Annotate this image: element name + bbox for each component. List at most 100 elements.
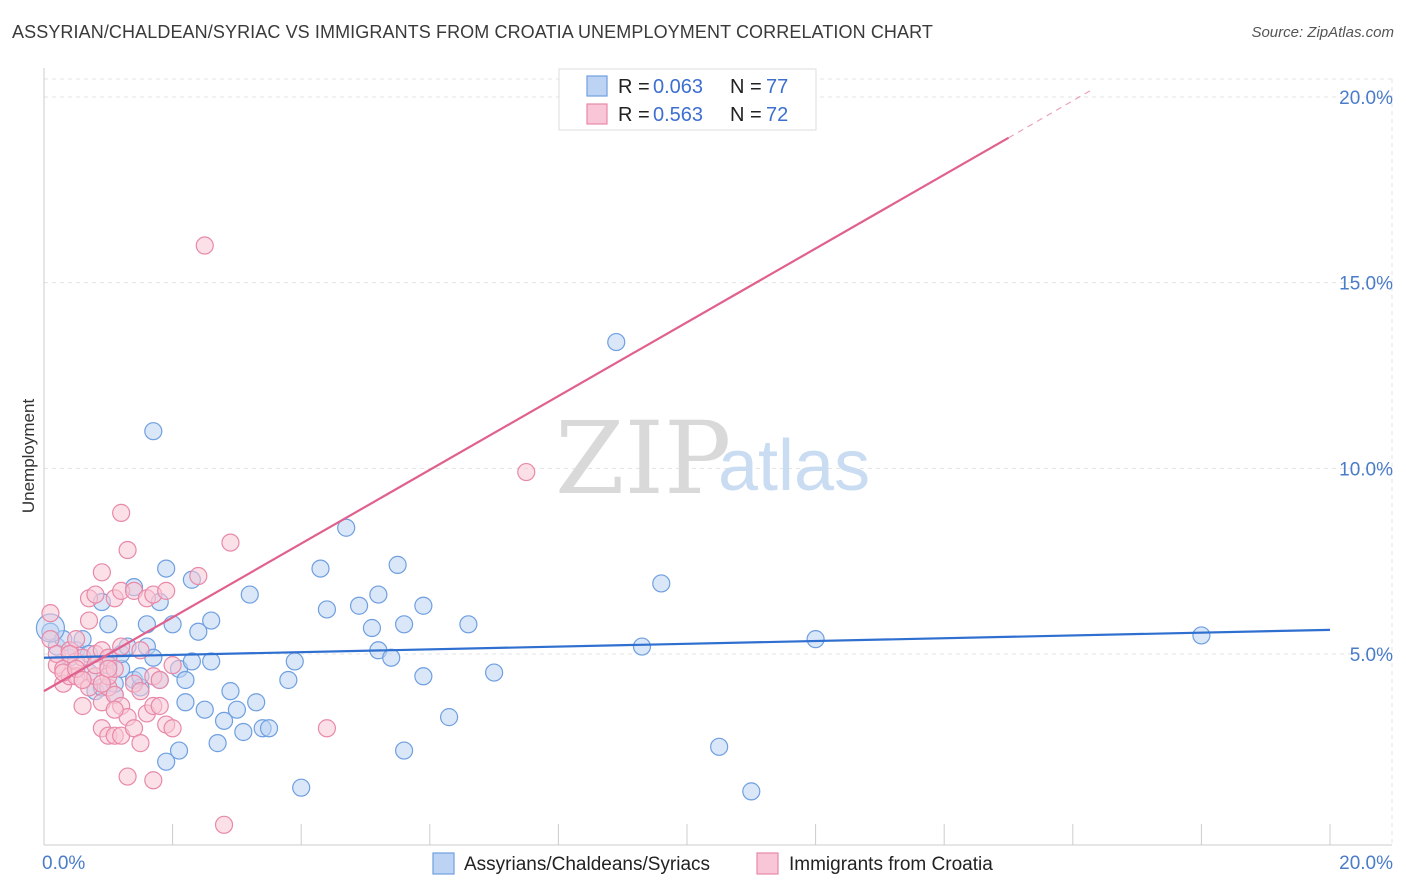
- point-assyrians: [285, 652, 304, 671]
- trend-line-croatia-extension: [1008, 89, 1093, 139]
- point-assyrians: [632, 637, 652, 656]
- point-croatia: [157, 581, 176, 600]
- tick-labels: 5.0% 10.0% 15.0% 20.0% 0.0% 20.0%: [42, 88, 1393, 874]
- point-assyrians: [337, 518, 356, 537]
- point-assyrians: [189, 622, 208, 641]
- point-assyrians: [710, 737, 729, 756]
- point-assyrians: [259, 719, 279, 738]
- point-assyrians: [182, 652, 201, 671]
- trend-lines: [43, 89, 1331, 693]
- point-croatia: [105, 700, 124, 719]
- point-croatia: [99, 659, 118, 678]
- point-croatia: [86, 585, 105, 604]
- bottom-legend-swatch-pink: [756, 852, 779, 875]
- point-assyrians: [394, 615, 414, 634]
- point-assyrians: [99, 615, 118, 634]
- x-tick-label-max: 20.0%: [1339, 853, 1393, 874]
- point-croatia: [73, 670, 92, 690]
- bottom-legend-assyrians: Assyrians/Chaldeans/Syriacs: [464, 854, 710, 875]
- point-croatia: [131, 682, 150, 701]
- point-croatia: [118, 767, 137, 786]
- legend-swatch-pink: [586, 103, 608, 125]
- point-assyrians: [221, 682, 240, 701]
- point-assyrians: [279, 670, 298, 690]
- point-assyrians: [240, 585, 259, 604]
- point-assyrians: [157, 752, 176, 771]
- watermark: ZIP atlas: [555, 400, 870, 517]
- point-croatia: [221, 533, 240, 552]
- point-croatia: [517, 462, 536, 482]
- watermark-zip: ZIP: [555, 400, 731, 517]
- legend-pink-r-label: R =: [618, 104, 650, 126]
- y-tick-label: 15.0%: [1339, 274, 1393, 295]
- legend-blue-n-label: N =: [730, 76, 762, 98]
- y-axis-label: Unemployment: [19, 399, 38, 514]
- legend-pink-r-value: 0.563: [653, 104, 703, 126]
- y-tick-label: 10.0%: [1339, 459, 1393, 480]
- point-assyrians: [292, 778, 311, 797]
- point-assyrians: [459, 615, 478, 634]
- point-assyrians: [176, 670, 195, 690]
- legend-bottom: Assyrians/Chaldeans/Syriacs Immigrants f…: [432, 852, 993, 875]
- chart-title: ASSYRIAN/CHALDEAN/SYRIAC VS IMMIGRANTS F…: [12, 22, 933, 42]
- point-assyrians: [202, 652, 221, 671]
- point-assyrians: [169, 741, 189, 760]
- point-assyrians: [144, 422, 163, 441]
- point-assyrians: [1192, 626, 1211, 645]
- point-assyrians: [214, 711, 234, 730]
- point-assyrians: [485, 663, 504, 682]
- point-assyrians: [137, 615, 156, 634]
- axes: [43, 68, 1392, 846]
- point-assyrians: [369, 585, 388, 604]
- point-croatia: [150, 696, 169, 716]
- point-croatia: [131, 734, 150, 753]
- point-croatia: [214, 815, 234, 834]
- point-croatia: [41, 604, 60, 623]
- point-croatia: [112, 503, 131, 522]
- series-croatia-points: [41, 236, 536, 834]
- point-croatia: [163, 656, 182, 675]
- point-assyrians: [176, 693, 195, 712]
- source-label: Source: ZipAtlas.com: [1251, 24, 1394, 41]
- point-assyrians: [227, 700, 246, 719]
- point-assyrians: [382, 648, 401, 667]
- point-croatia: [163, 719, 182, 738]
- point-croatia: [144, 771, 163, 790]
- point-croatia: [195, 236, 214, 255]
- trend-line-croatia: [43, 136, 1010, 693]
- legend-blue-r-value: 0.063: [653, 76, 703, 98]
- point-croatia: [118, 540, 137, 560]
- bottom-legend-croatia: Immigrants from Croatia: [789, 854, 993, 875]
- legend-blue-r-label: R =: [618, 76, 650, 98]
- point-croatia: [79, 611, 99, 630]
- point-assyrians: [202, 611, 221, 630]
- point-assyrians: [234, 722, 253, 742]
- legend-top: R = 0.063 N = 77 R = 0.563 N = 72: [558, 68, 817, 131]
- y-tick-label: 5.0%: [1350, 645, 1393, 666]
- legend-pink-n-value: 72: [766, 104, 788, 126]
- point-assyrians: [247, 693, 266, 712]
- point-assyrians: [311, 559, 330, 578]
- bottom-legend-swatch-blue: [432, 852, 455, 875]
- point-assyrians: [317, 600, 337, 619]
- point-assyrians: [439, 708, 459, 727]
- point-assyrians: [388, 555, 407, 574]
- point-assyrians: [414, 596, 433, 615]
- point-assyrians: [414, 667, 433, 686]
- legend-blue-n-value: 77: [766, 76, 788, 98]
- point-croatia: [150, 670, 169, 690]
- point-assyrians: [742, 782, 761, 801]
- point-assyrians: [607, 332, 626, 352]
- y-tick-label: 20.0%: [1339, 88, 1393, 109]
- legend-swatch-blue: [586, 75, 608, 97]
- trend-line-assyrians: [43, 628, 1331, 659]
- point-croatia: [317, 719, 337, 738]
- point-assyrians: [362, 618, 382, 638]
- point-croatia: [73, 696, 92, 716]
- point-assyrians: [806, 630, 825, 649]
- point-assyrians: [349, 596, 369, 615]
- point-assyrians: [195, 700, 214, 719]
- watermark-atlas: atlas: [718, 426, 870, 506]
- point-croatia: [92, 563, 111, 582]
